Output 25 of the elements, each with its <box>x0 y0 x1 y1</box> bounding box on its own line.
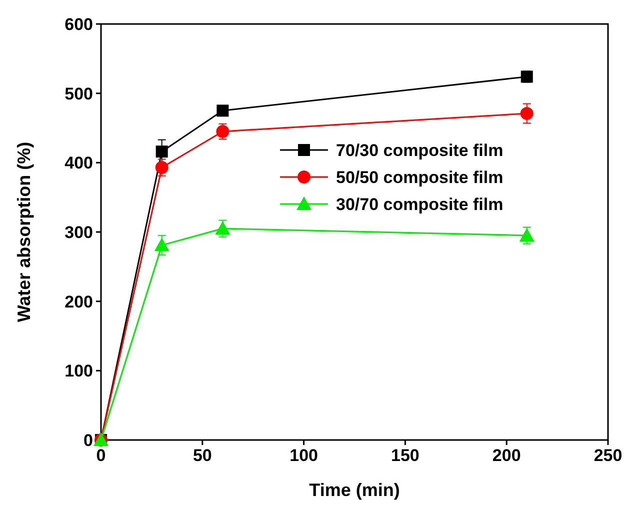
x-tick-label: 0 <box>96 446 106 465</box>
point <box>520 106 534 120</box>
y-axis-title: Water absorption (%) <box>14 142 34 322</box>
legend-label: 50/50 composite film <box>336 168 504 187</box>
x-tick-label: 100 <box>290 446 318 465</box>
legend-label: 30/70 composite film <box>336 195 504 214</box>
y-tick-label: 400 <box>64 154 93 173</box>
y-tick-label: 0 <box>84 431 93 450</box>
point <box>156 146 168 158</box>
x-tick-label: 150 <box>391 446 420 465</box>
point <box>154 238 170 252</box>
y-tick-label: 500 <box>64 84 93 104</box>
y-tick-label: 600 <box>64 15 93 34</box>
x-tick-label: 50 <box>192 446 212 465</box>
x-tick-label: 200 <box>492 446 521 465</box>
x-tick-label: 250 <box>594 446 622 465</box>
point <box>519 228 534 242</box>
x-axis-title: Time (min) <box>309 480 400 500</box>
point <box>215 221 230 235</box>
point <box>155 161 168 174</box>
legend-label: 70/30 composite film <box>336 141 504 160</box>
point <box>216 104 229 117</box>
y-tick-label: 100 <box>64 362 93 381</box>
y-tick-label: 300 <box>64 223 93 242</box>
y-tick-label: 200 <box>64 292 93 312</box>
